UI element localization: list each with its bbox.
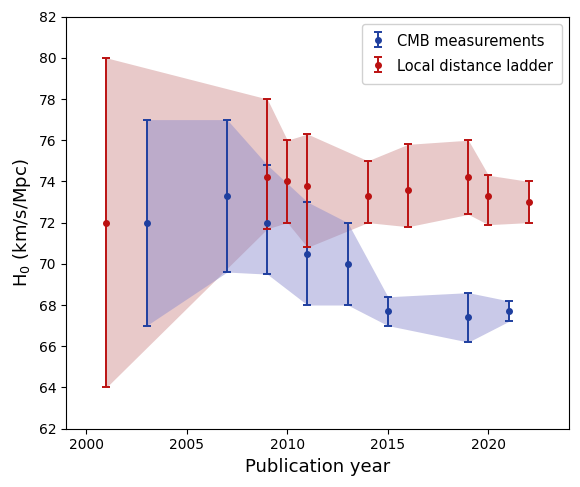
Y-axis label: H$_0$ (km/s/Mpc): H$_0$ (km/s/Mpc) bbox=[11, 158, 33, 287]
X-axis label: Publication year: Publication year bbox=[245, 458, 390, 476]
Legend: CMB measurements, Local distance ladder: CMB measurements, Local distance ladder bbox=[362, 24, 561, 84]
